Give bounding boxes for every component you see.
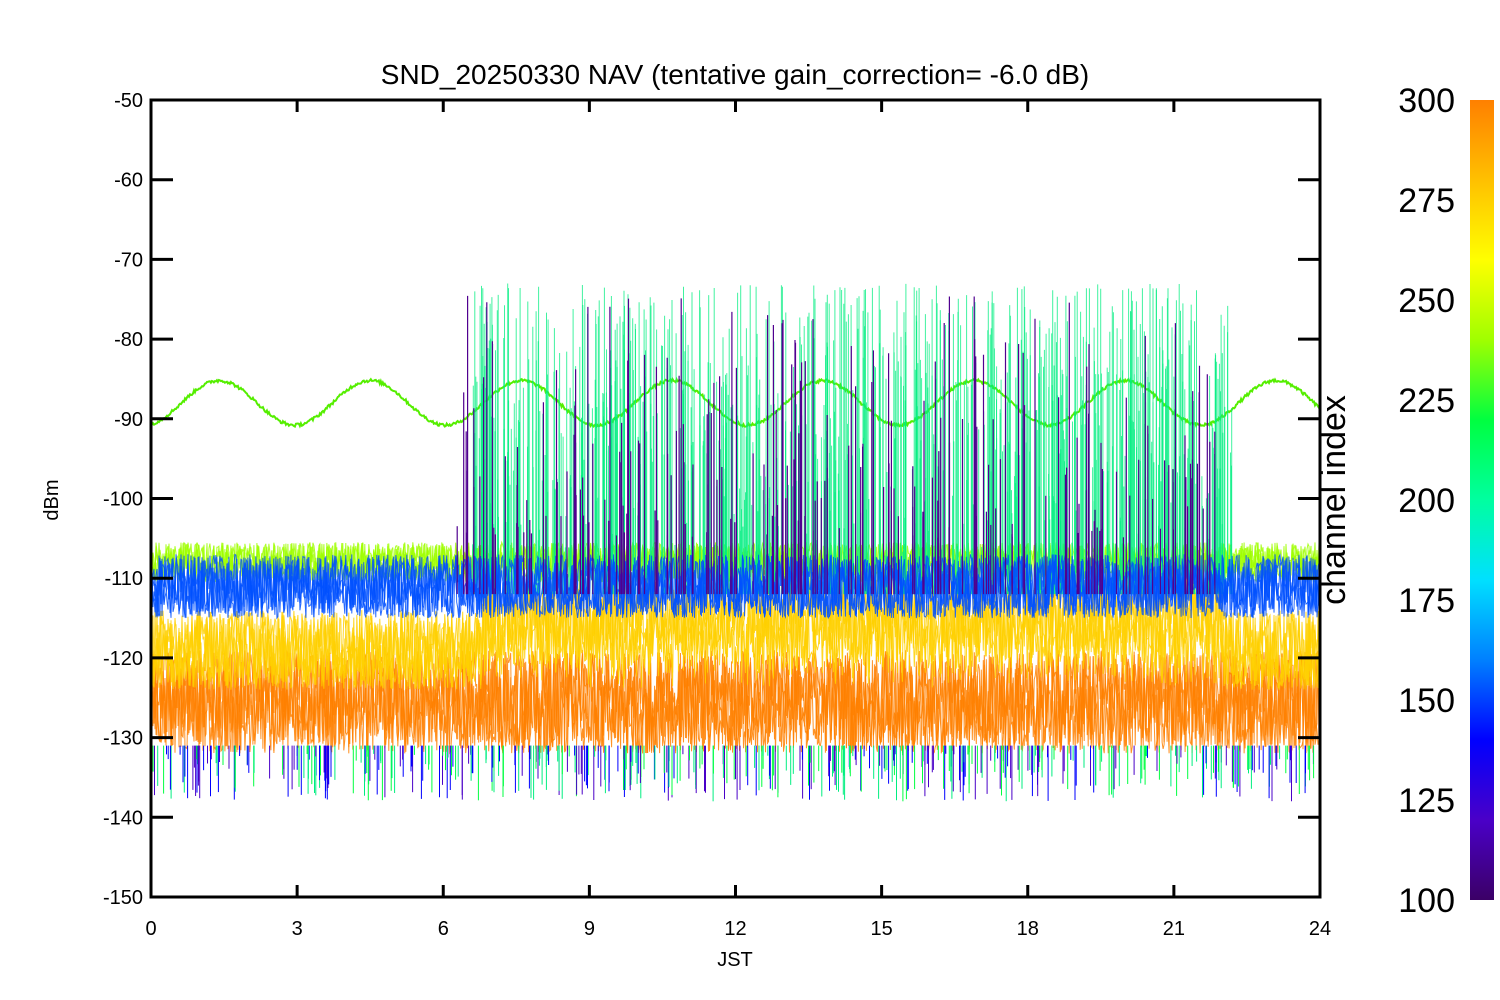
x-tick-label: 0 [145,918,156,940]
y-tick-label: -150 [103,887,143,909]
y-tick-label: -140 [103,807,143,829]
x-axis-label: JST [717,949,753,971]
x-tick-label: 3 [292,918,303,940]
y-tick-label: -80 [114,329,143,351]
series-line [151,554,1320,620]
series-205 [472,283,1233,595]
y-tick-label: -60 [114,170,143,192]
y-tick-label: -100 [103,489,143,511]
y-tick-label: -130 [103,728,143,750]
colorbar-ticks: 300 275 250 225 200 175 150 125 100 [1398,82,1455,920]
x-tick-label: 24 [1309,918,1331,940]
y-tick-label: -110 [104,568,143,590]
colorbar-tick-label: 300 [1398,82,1455,120]
series-line [151,376,1320,429]
chart-title: SND_20250330 NAV (tentative gain_correct… [381,59,1089,90]
series-line [151,563,1320,690]
x-axis: 0 3 6 9 12 15 18 21 24 [145,100,1331,940]
x-tick-label: 15 [871,918,893,940]
colorbar-label: channel index [1315,395,1353,605]
colorbar-tick-label: 150 [1398,682,1455,720]
x-tick-label: 18 [1017,918,1039,940]
y-axis-label: dBm [41,479,63,520]
series-line [151,563,1320,690]
x-tick-label: 9 [584,918,595,940]
y-tick-label: -120 [103,648,143,670]
x-tick-label: 21 [1163,918,1185,940]
colorbar-tick-label: 175 [1398,582,1455,620]
colorbar-tick-label: 225 [1398,382,1455,420]
y-tick-label: -50 [114,90,143,112]
x-tick-label: 12 [724,918,746,940]
series-line [151,553,1320,620]
colorbar [1470,100,1494,900]
colorbar-tick-label: 100 [1398,882,1455,920]
x-tick-label: 6 [438,918,449,940]
colorbar-tick-label: 125 [1398,782,1455,820]
y-axis: -50 -60 -70 -80 -90 -100 -110 -120 -130 -140 -150 [103,90,1320,909]
colorbar-tick-label: 275 [1398,182,1455,220]
colorbar-tick-label: 250 [1398,282,1455,320]
series-115 [456,295,1216,595]
y-tick-label: -90 [114,409,143,431]
low-outliers [152,745,1320,802]
series-140 [151,553,1320,620]
colorbar-tick-label: 200 [1398,482,1455,520]
y-tick-label: -70 [114,249,143,271]
plot-area [151,283,1320,802]
series-245 [151,376,1320,429]
series-traces [151,283,1320,802]
